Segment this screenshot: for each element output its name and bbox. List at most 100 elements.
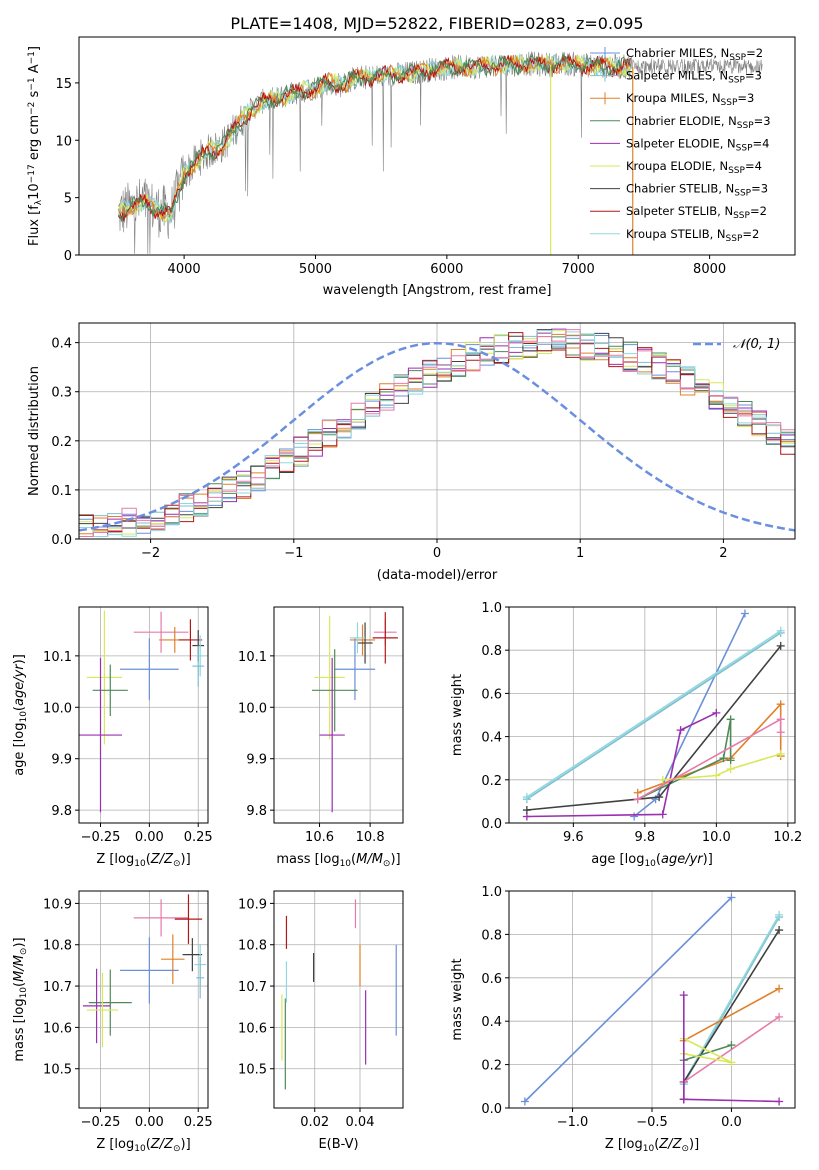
age-vs-mass-panel: 10.6 10.8 9.8 9.9 10.0 10.1 mass [log10(M/M⊙)] (238, 606, 404, 869)
weight-point-salpeter_elodie (712, 708, 721, 717)
label-part: ( (12, 982, 27, 987)
label-part: Z/Z (658, 1137, 682, 1152)
model-spectrum-chabrier_elodie (117, 51, 631, 222)
y-tick-label: 10.6 (238, 1021, 267, 1036)
weight-line-kroupa_stelib (683, 914, 780, 1083)
legend-label: Kroupa ELODIE, NSSP=4 (626, 159, 762, 176)
weight-point-salpeter_elodie (676, 726, 685, 735)
label-part: 10 (643, 1144, 655, 1154)
x-tick-label: 1 (576, 546, 584, 561)
y-axis-label: mass [log10(M/M⊙)] (12, 937, 29, 1061)
weight-point-chabrier_miles (630, 812, 639, 821)
y-tick-label: 10.9 (43, 897, 72, 912)
weight-vs-age-panel: 9.6 9.8 10.0 10.2 0.0 0.2 0.4 0.6 0.8 1.0 age [log… (450, 601, 802, 869)
x-tick-label: −0.5 (636, 1115, 668, 1130)
legend-label: Salpeter MILES, NSSP=3 (626, 69, 762, 86)
weight-point-kroupa_elodie (776, 749, 785, 758)
weight-point-kroupa_elodie (712, 771, 721, 780)
label-part: SSP (736, 143, 753, 153)
y-tick-label: 0.4 (481, 731, 502, 746)
label-part: 10 (19, 711, 29, 723)
label-part: SSP (733, 211, 750, 221)
weight-line-pink (637, 717, 782, 800)
weight-point-pink (633, 795, 642, 804)
label-part: ( (146, 1137, 151, 1152)
label-part: M/M (12, 955, 27, 982)
weight-vs-metallicity-panel: −1.0 −0.5 0.0 0.0 0.2 0.4 0.6 0.8 1.0 Z [log10(Z/… (450, 885, 796, 1154)
x-axis-label: E(B-V) (318, 1137, 358, 1152)
weight-line-kroupa_stelib (526, 630, 782, 798)
y-tick-label: 9.8 (51, 804, 72, 819)
legend-label: Chabrier MILES, NSSP=2 (626, 46, 763, 63)
model-spectrum-salpeter_stelib (117, 53, 631, 222)
plot-area (117, 51, 763, 255)
label-part: Salpeter ELODIE, N (626, 136, 736, 150)
weight-line-kroupa_elodie (662, 753, 781, 781)
weight-point-chabrier_miles (727, 893, 736, 902)
label-part: =4 (745, 159, 762, 173)
x-tick-label: 10.2 (773, 830, 802, 845)
label-part: 10 (340, 859, 352, 869)
weight-point-pink (776, 715, 785, 724)
label-part: ( (656, 852, 661, 867)
x-tick-label: −0.25 (81, 830, 121, 845)
label-part: erg cm (27, 115, 42, 164)
x-tick-label: 8000 (693, 262, 726, 277)
x-axis-label: Z [log10(Z/Z⊙)] (96, 1137, 190, 1154)
weight-point-kroupa_stelib (776, 626, 785, 635)
x-tick-label: 10.6 (305, 830, 334, 845)
label-part: ( (351, 852, 356, 867)
label-part: SSP (734, 188, 751, 198)
weight-point-kroupa_stelib (522, 793, 531, 802)
label-part: Chabrier MILES, N (626, 46, 729, 60)
weight-point-chabrier_miles (520, 1097, 529, 1106)
label-part: −1 (27, 77, 37, 90)
label-part: age [log (591, 852, 644, 867)
label-part: M/M (356, 852, 383, 867)
axes-frame (273, 606, 404, 824)
label-part: ( (654, 1137, 659, 1152)
y-tick-label: 0.2 (481, 774, 502, 789)
label-part: −2 (27, 102, 37, 115)
y-tick-label: 9.9 (246, 753, 267, 768)
label-part: ( (146, 852, 151, 867)
label-part: =2 (750, 204, 767, 218)
legend-label: Kroupa STELIB, NSSP=2 (626, 227, 759, 244)
label-part: λ (34, 199, 44, 205)
label-part: mass [log (12, 998, 27, 1061)
label-part: ] (27, 46, 42, 51)
x-tick-label: 7000 (562, 262, 595, 277)
label-part: Z [log (96, 1137, 134, 1152)
label-part: SSP (728, 75, 745, 85)
y-tick-label: 0.6 (481, 972, 502, 987)
label-part: )] (703, 852, 713, 867)
y-axis-label: age [log10(age/yr)] (12, 654, 29, 776)
weight-line-pink (683, 1016, 780, 1083)
label-part: s (27, 90, 42, 101)
normal-distribution-curve (79, 341, 795, 532)
x-tick-label: 0.0 (721, 1115, 742, 1130)
x-tick-label: 0.25 (184, 1115, 213, 1130)
y-tick-label: 0 (64, 249, 72, 264)
plot-area (520, 893, 784, 1106)
x-tick-label: 0 (433, 546, 441, 561)
x-tick-label: 2 (719, 546, 727, 561)
plot-area (311, 612, 398, 813)
plot-area (281, 899, 397, 1090)
weight-point-kroupa_stelib (775, 910, 784, 919)
x-axis-label: age [log10(age/yr)] (591, 852, 713, 869)
y-axis-label: mass weight (450, 674, 465, 756)
x-tick-label: 9.8 (635, 830, 656, 845)
y-axis-label: mass weight (450, 958, 465, 1040)
label-part: =3 (737, 91, 754, 105)
y-tick-label: 10.0 (43, 701, 72, 716)
plot-area (522, 609, 785, 821)
legend-label: Salpeter ELODIE, NSSP=4 (626, 136, 769, 153)
age-vs-metallicity-panel: −0.25 0.00 0.259.89.910.010.1Z [log10(Z/Z⊙… (12, 606, 213, 869)
label-part: 10 (27, 183, 42, 200)
label-part: 10 (644, 859, 656, 869)
weight-line-chabrier_miles (633, 613, 746, 818)
y-tick-label: 0.1 (51, 484, 72, 499)
label-part: −17 (27, 164, 37, 183)
weight-point-chabrier_stelib (776, 641, 785, 650)
